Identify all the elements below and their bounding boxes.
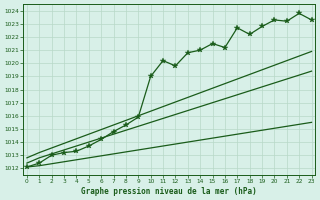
X-axis label: Graphe pression niveau de la mer (hPa): Graphe pression niveau de la mer (hPa) (81, 187, 257, 196)
